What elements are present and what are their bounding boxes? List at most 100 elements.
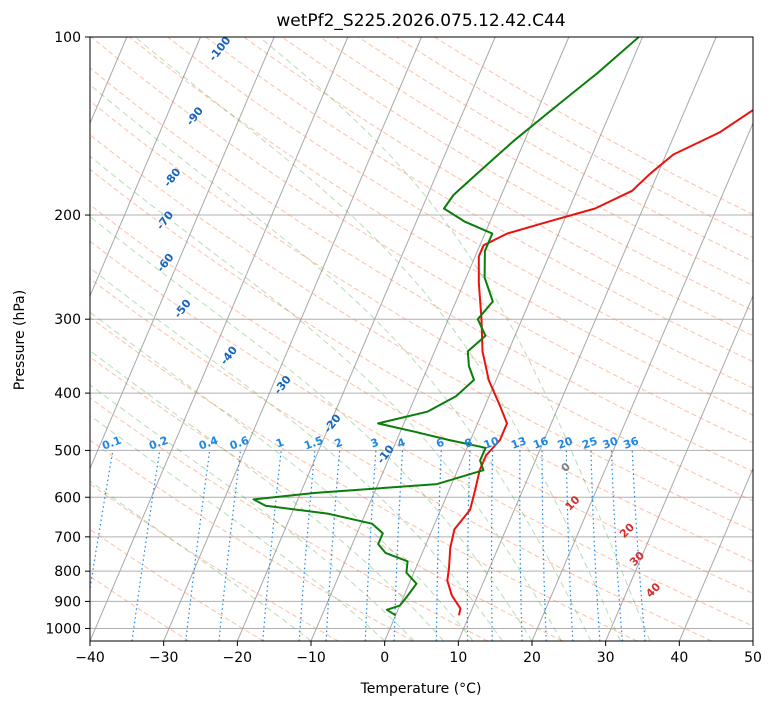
y-tick-label: 600 xyxy=(54,490,81,506)
y-tick-label: 800 xyxy=(54,564,81,580)
dry-adiabat xyxy=(90,528,264,641)
mixing-ratio-label: 3 xyxy=(369,436,381,451)
mixing-ratio-line xyxy=(610,450,623,641)
mixing-ratio-line xyxy=(466,450,471,641)
y-tick-label: 1000 xyxy=(45,621,81,637)
dry-adiabat xyxy=(90,67,753,473)
dry-adiabat xyxy=(90,134,753,532)
moist-adiabat xyxy=(90,155,562,641)
dry-adiabat xyxy=(357,37,753,263)
theta-label-red: 30 xyxy=(627,549,647,569)
isotherm-gridline xyxy=(605,294,753,641)
moist-adiabat xyxy=(90,350,444,641)
theta-e-label: -60 xyxy=(154,251,177,275)
moist-adiabat xyxy=(90,384,415,641)
x-axis-label: Temperature (°C) xyxy=(360,681,482,697)
y-tick-label: 400 xyxy=(54,386,81,402)
dry-adiabat xyxy=(90,240,753,627)
dry-adiabat xyxy=(205,37,753,363)
theta-e-label: -100 xyxy=(206,34,233,64)
theta-e-label: -50 xyxy=(171,297,194,321)
x-tick-label: 20 xyxy=(523,650,541,666)
y-axis: 100 200 300 400 500 600 700 800 900 1000 xyxy=(45,30,90,637)
mixing-ratio-label: 25 xyxy=(580,434,599,451)
mixing-ratio-label: 30 xyxy=(601,434,620,452)
mixing-ratio-label: 16 xyxy=(531,434,550,452)
y-tick-label: 700 xyxy=(54,530,81,546)
dry-adiabat xyxy=(434,37,753,216)
grid-layer xyxy=(90,37,753,641)
mixing-ratio-label: 2 xyxy=(333,436,345,451)
mixing-ratio-label: 8 xyxy=(463,436,475,451)
mixing-ratio-label: 1.5 xyxy=(302,434,325,453)
mixing-ratio-line xyxy=(262,450,282,641)
x-tick-label: 30 xyxy=(597,650,615,666)
theta-e-label: -90 xyxy=(184,104,207,128)
mixing-ratio-label: 4 xyxy=(395,436,407,451)
mixing-ratio-line xyxy=(565,450,574,641)
y-tick-label: 900 xyxy=(54,594,81,610)
dry-adiabat xyxy=(90,100,753,502)
dry-adiabat xyxy=(90,397,488,641)
x-tick-label: −10 xyxy=(296,650,326,666)
moist-adiabat xyxy=(90,84,592,641)
mixing-ratio-label: 20 xyxy=(556,434,575,452)
theta-e-label: -20 xyxy=(321,411,344,435)
mixing-ratio-line xyxy=(325,450,341,641)
label-layer: 0.1 0.2 0.4 0.6 1 1.5 2 3 4 6 8 10 13 16 20 25 30 36-100-… xyxy=(100,34,663,600)
moist-adiabat xyxy=(259,37,651,641)
isotherm-gridline xyxy=(752,639,753,641)
moist-adiabat xyxy=(90,215,533,641)
chart-title: wetPf2_S225.2026.075.12.42.C44 xyxy=(276,11,565,31)
x-tick-label: 50 xyxy=(744,650,762,666)
dry-adiabat xyxy=(281,37,753,312)
mixing-ratio-line xyxy=(218,450,242,641)
isotherm-gridline xyxy=(90,37,201,298)
dry-adiabat xyxy=(243,37,753,337)
x-tick-label: −30 xyxy=(149,650,179,666)
mixing-ratio-line xyxy=(519,450,523,641)
mixing-ratio-line xyxy=(298,450,316,641)
dry-adiabat xyxy=(90,168,753,563)
dry-adiabat xyxy=(90,278,712,641)
series-layer xyxy=(252,37,753,617)
y-axis-label: Pressure (hPa) xyxy=(12,290,28,390)
mixing-ratio-line xyxy=(541,450,547,641)
dry-adiabat xyxy=(90,483,339,641)
dry-adiabat xyxy=(167,37,753,389)
plot-frame xyxy=(89,36,754,642)
mixing-ratio-line xyxy=(393,450,404,641)
mixing-ratio-label: 0.1 xyxy=(100,434,123,453)
dewpoint-profile xyxy=(252,37,640,617)
mixing-ratio-label: 10 xyxy=(482,434,501,452)
y-tick-label: 200 xyxy=(54,208,81,224)
mixing-ratio-line xyxy=(590,450,601,641)
isotherm-gridline xyxy=(90,37,349,641)
theta-e-label: -70 xyxy=(154,208,177,232)
theta-label-gray: 0 xyxy=(559,460,573,475)
dry-adiabat xyxy=(90,316,638,641)
mixing-ratio-label: 0.6 xyxy=(228,434,251,453)
moist-adiabat xyxy=(90,311,474,641)
moist-adiabat xyxy=(90,414,386,641)
dry-adiabat xyxy=(129,37,753,416)
isotherm-gridline xyxy=(457,37,717,641)
isotherm-gridline xyxy=(90,37,275,470)
moist-adiabat xyxy=(90,480,312,641)
mixing-ratio-line xyxy=(90,450,114,593)
mixing-ratio-line xyxy=(131,450,161,641)
x-axis: −40 −30 −20 −10 0 10 20 30 40 50 xyxy=(75,641,762,666)
theta-e-label: -80 xyxy=(161,165,184,189)
x-tick-label: 40 xyxy=(670,650,688,666)
x-tick-label: −40 xyxy=(75,650,105,666)
mixing-ratio-label: 13 xyxy=(509,434,528,451)
isotherm-gridline xyxy=(163,37,422,641)
moist-adiabat xyxy=(134,37,621,641)
isotherm-gridline xyxy=(531,122,753,641)
mixing-ratio-line xyxy=(435,450,442,641)
moist-adiabat xyxy=(90,267,503,641)
mixing-ratio-label: 1 xyxy=(274,436,286,451)
dry-adiabat xyxy=(90,575,190,641)
theta-e-label: -40 xyxy=(218,343,241,367)
